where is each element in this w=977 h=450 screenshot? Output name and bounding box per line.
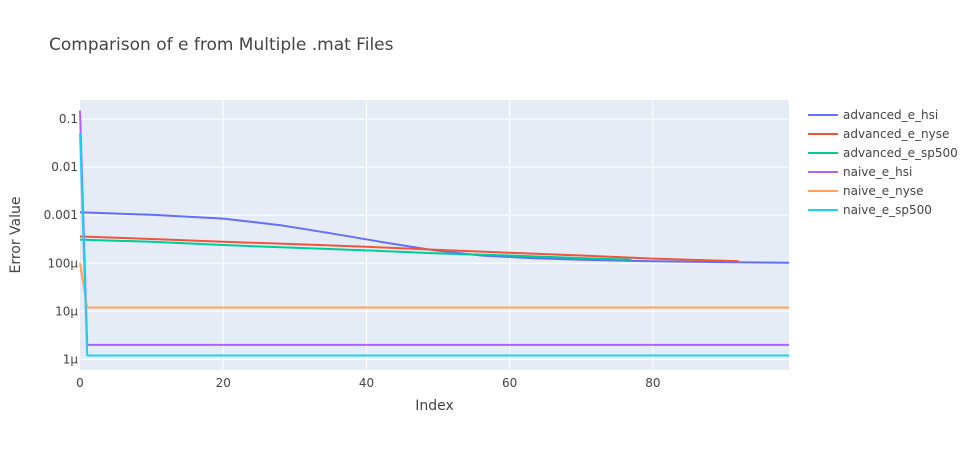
series-line-advanced_e_nyse	[79, 235, 739, 263]
series-line-naive_e_sp500	[79, 133, 789, 357]
y-tick-label: 0.01	[51, 160, 78, 174]
legend-label: advanced_e_sp500	[843, 146, 958, 160]
legend-label: naive_e_nyse	[843, 184, 924, 198]
x-axis-title: Index	[415, 398, 454, 414]
x-tick-label: 20	[216, 376, 231, 390]
y-tick-label: 1μ	[63, 352, 79, 366]
x-tick-label: 0	[76, 376, 84, 390]
legend-label: naive_e_sp500	[843, 203, 932, 217]
legend-item-naive_e_hsi[interactable]: naive_e_hsi	[808, 165, 912, 179]
legend-item-naive_e_sp500[interactable]: naive_e_sp500	[808, 203, 932, 217]
chart-title: Comparison of e from Multiple .mat Files	[49, 35, 394, 55]
x-tick-label: 80	[645, 376, 660, 390]
plot-area	[80, 100, 789, 370]
x-tick-label: 40	[359, 376, 374, 390]
y-tick-label: 0.001	[44, 208, 78, 222]
legend-item-advanced_e_hsi[interactable]: advanced_e_hsi	[808, 108, 938, 122]
legend[interactable]: advanced_e_hsi advanced_e_nyse advanced_e_…	[808, 108, 958, 217]
y-axis-title: Error Value	[8, 196, 24, 273]
legend-item-advanced_e_sp500[interactable]: advanced_e_sp500	[808, 146, 958, 160]
legend-item-naive_e_nyse[interactable]: naive_e_nyse	[808, 184, 924, 198]
y-tick-label: 10μ	[55, 304, 78, 318]
legend-label: naive_e_hsi	[843, 165, 912, 179]
series-line-naive_e_nyse	[79, 263, 789, 309]
grid	[80, 100, 789, 370]
legend-label: advanced_e_hsi	[843, 108, 938, 122]
legend-item-advanced_e_nyse[interactable]: advanced_e_nyse	[808, 127, 949, 141]
y-tick-label: 100μ	[47, 256, 78, 270]
series-layer	[79, 110, 790, 357]
x-axis-ticks: 0 20 40 60 80	[76, 376, 660, 390]
series-line-advanced_e_hsi	[79, 211, 790, 264]
series-line-advanced_e_sp500	[79, 238, 632, 261]
y-tick-label: 0.1	[59, 112, 78, 126]
y-axis-ticks: 1μ 10μ 100μ 0.001 0.01 0.1	[44, 112, 79, 366]
legend-label: advanced_e_nyse	[843, 127, 949, 141]
x-tick-label: 60	[502, 376, 517, 390]
